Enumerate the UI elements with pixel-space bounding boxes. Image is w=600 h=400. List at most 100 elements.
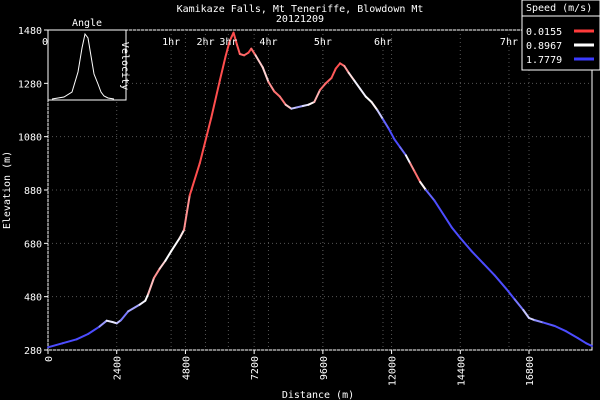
- inset-y-label: Velocity: [119, 42, 130, 90]
- speed-legend: Speed (m/s) 0.0155 0.8967 1.7779: [521, 0, 600, 71]
- time-tick-label: 1hr: [162, 37, 180, 48]
- elevation-segment: [235, 43, 241, 55]
- elevation-segment: [273, 90, 281, 98]
- elevation-segment: [313, 89, 321, 103]
- axes: 280 480 680 880 1080 1280 1480 0 2400 4800 7200 960…: [18, 26, 536, 386]
- grid: [47, 29, 592, 351]
- x-axis-label: Distance (m): [282, 390, 354, 400]
- elevation-segment: [419, 181, 427, 191]
- elevation-segment: [413, 170, 422, 183]
- chart-title: Kamikaze Falls, Mt Teneriffe, Blowdown M…: [177, 4, 424, 15]
- chart-subtitle: 20121209: [276, 14, 324, 25]
- elevation-segment: [528, 317, 536, 322]
- legend-entry-label: 0.0155: [526, 27, 562, 38]
- y-tick-label: 880: [24, 186, 42, 197]
- elevation-segment: [565, 330, 579, 339]
- inset-curve: [51, 32, 115, 100]
- elevation-segment: [87, 325, 101, 335]
- elevation-segment: [424, 189, 436, 202]
- elevation-segment: [183, 194, 191, 231]
- elevation-segment: [364, 95, 373, 103]
- y-axis-label: Elevation (m): [2, 151, 13, 229]
- elevation-segment: [224, 39, 231, 58]
- elevation-segment: [470, 250, 485, 265]
- elevation-segment: [585, 342, 593, 347]
- legend-entry-label: 0.8967: [526, 41, 562, 52]
- legend-title: Speed (m/s): [526, 3, 592, 14]
- elevation-segment: [284, 103, 293, 110]
- elevation-segment: [553, 325, 568, 333]
- elevation-segment: [505, 287, 516, 301]
- y-tick-label: 480: [24, 293, 42, 304]
- inset-title: Angle: [72, 18, 102, 29]
- elevation-segment: [232, 31, 238, 46]
- elevation-segment: [533, 319, 545, 324]
- inset-frame: [47, 29, 127, 101]
- x-tick-label: 7200: [250, 356, 261, 380]
- elevation-segment: [170, 237, 181, 253]
- elevation-segment: [147, 277, 155, 295]
- elevation-segment: [324, 77, 333, 85]
- elevation-segment: [482, 262, 496, 277]
- elevation-segment: [198, 117, 213, 165]
- elevation-segment: [188, 162, 201, 197]
- elevation-segment: [370, 101, 379, 111]
- elevation-segment: [493, 274, 508, 290]
- elevation-segment: [158, 259, 167, 270]
- y-tick-label: 1480: [18, 26, 42, 37]
- y-tick-label: 280: [24, 346, 42, 357]
- elevation-segment: [576, 337, 588, 345]
- elevation-segment: [399, 146, 407, 157]
- elevation-segment: [127, 303, 141, 313]
- elevation-segment: [47, 342, 64, 349]
- y-tick-label: 680: [24, 239, 42, 250]
- elevation-segment: [261, 66, 270, 83]
- elevation-segment: [98, 319, 108, 328]
- elevation-segment: [267, 81, 276, 93]
- elevation-segment: [522, 309, 531, 319]
- elevation-segment: [381, 118, 390, 130]
- x-tick-label: 2400: [113, 356, 124, 380]
- elevation-segment: [152, 267, 161, 279]
- elevation-segment: [393, 138, 402, 149]
- elevation-segment: [409, 162, 416, 173]
- y-tick-label: 1280: [18, 79, 42, 90]
- elevation-segment: [359, 87, 367, 98]
- elevation-segment: [513, 298, 525, 311]
- elevation-segment: [75, 333, 90, 341]
- elevation-segment: [144, 293, 150, 302]
- elevation-segment: [387, 127, 396, 141]
- elevation-segment: [278, 95, 287, 106]
- elevation-segment: [178, 229, 185, 239]
- elevation-segment: [164, 250, 173, 262]
- elevation-segment: [343, 65, 350, 74]
- elevation-segment: [442, 213, 453, 229]
- x-tick-label: 0: [44, 356, 55, 362]
- time-tick-label: 3hr: [219, 37, 237, 48]
- elevation-segment: [138, 299, 147, 306]
- time-tick-label: 6hr: [374, 37, 392, 48]
- elevation-segment: [347, 71, 356, 82]
- x-tick-label: 9600: [319, 356, 330, 380]
- x-tick-label: 14400: [456, 356, 467, 386]
- elevation-segment: [404, 154, 412, 165]
- x-tick-label: 12000: [388, 356, 399, 386]
- time-tick-label: 7hr: [500, 37, 518, 48]
- elevation-segment: [210, 79, 221, 119]
- elevation-segment: [120, 310, 130, 322]
- elevation-segment: [218, 55, 227, 82]
- legend-entry-label: 1.7779: [526, 55, 562, 66]
- elevation-line: [47, 31, 593, 349]
- x-tick-label: 16800: [525, 356, 536, 386]
- elevation-segment: [319, 82, 327, 91]
- elevation-segment: [61, 338, 78, 345]
- elevation-segment: [334, 62, 342, 70]
- elevation-segment: [459, 237, 473, 253]
- elevation-segment: [307, 101, 316, 106]
- elevation-segment: [433, 199, 445, 215]
- time-tick-label: 4hr: [259, 37, 277, 48]
- elevation-segment: [353, 79, 362, 90]
- time-tick-label: 2hr: [196, 37, 214, 48]
- time-tick-label: 5hr: [314, 37, 332, 48]
